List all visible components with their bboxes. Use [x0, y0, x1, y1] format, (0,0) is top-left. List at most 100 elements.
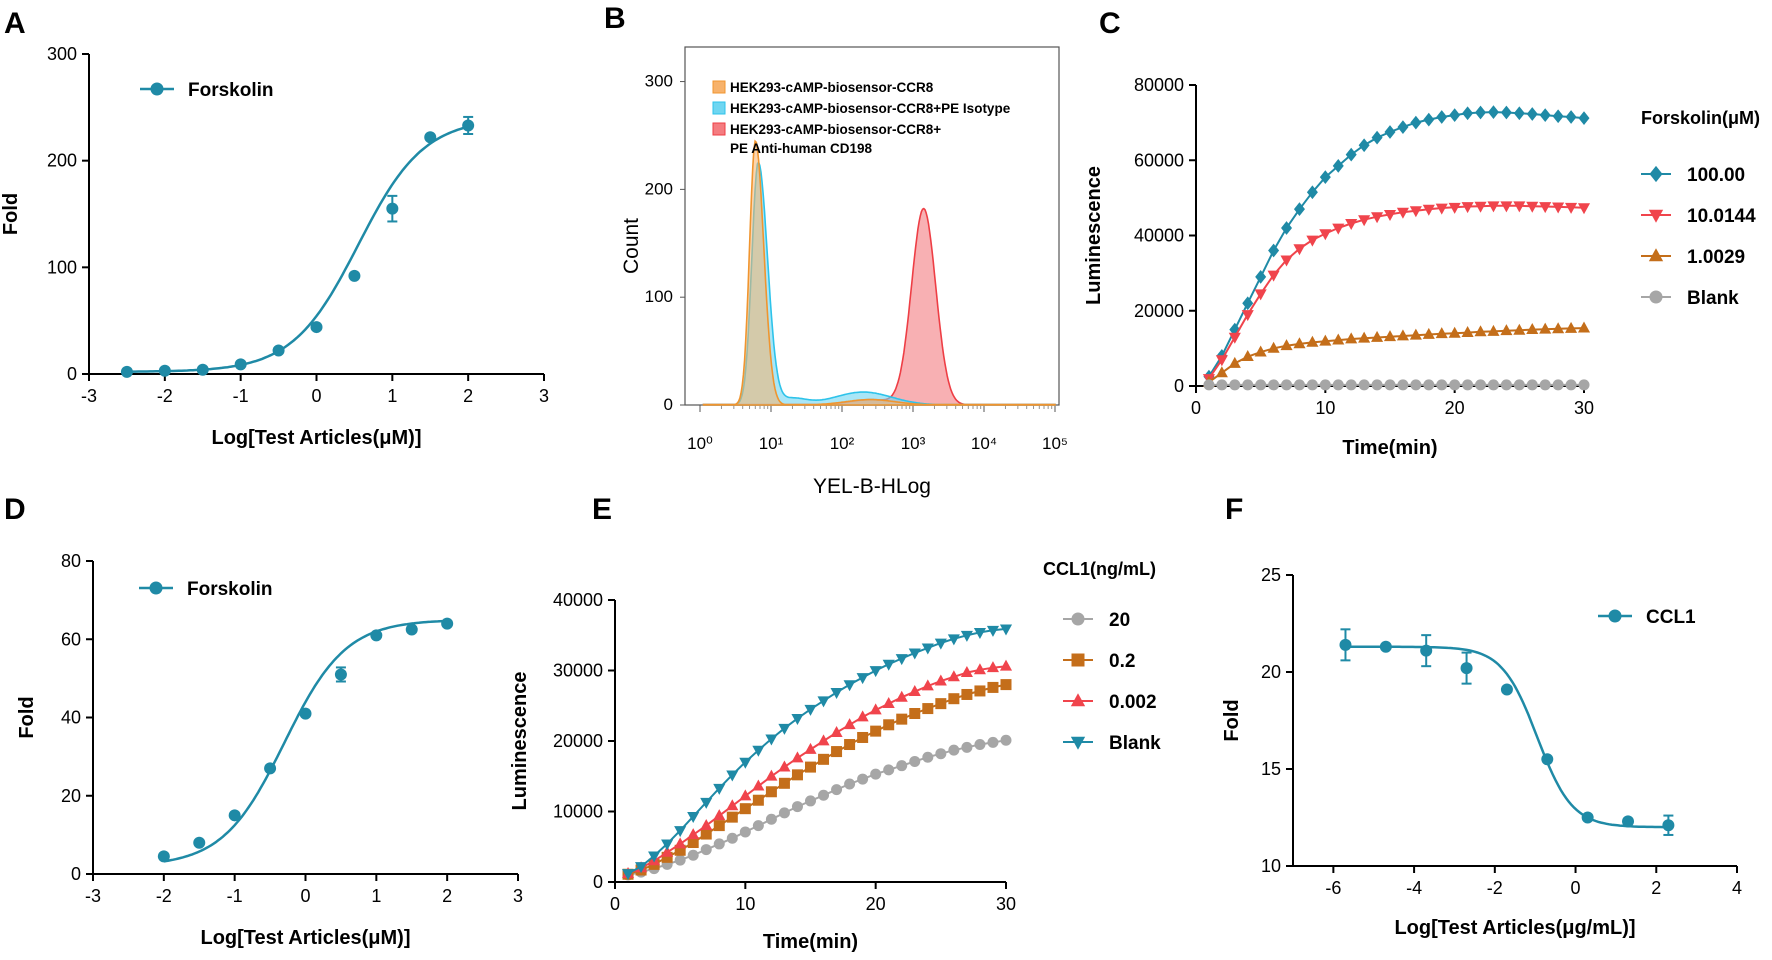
data-point	[674, 854, 686, 866]
data-point	[1358, 379, 1370, 391]
y-tick-label: 200	[47, 151, 77, 171]
data-point	[1526, 107, 1538, 121]
data-point	[1513, 106, 1525, 121]
data-point	[299, 707, 312, 720]
y-tick-label: 40	[61, 708, 81, 728]
data-point	[1513, 323, 1526, 335]
data-point	[804, 704, 817, 716]
data-point	[818, 753, 830, 765]
data-point	[778, 760, 791, 772]
panel-e: E 0 10 20 30 0 10000 20000 30000 40000 Time(min) Lu…	[509, 493, 1161, 953]
data-point	[1449, 379, 1461, 391]
data-point	[1345, 147, 1357, 162]
y-tick-label: 0	[664, 395, 673, 414]
data-point	[1410, 115, 1422, 130]
data-point	[726, 770, 739, 782]
x-tick-label: 10	[1315, 398, 1335, 418]
data-point	[1293, 337, 1306, 349]
data-point	[765, 786, 777, 798]
data-point	[1241, 310, 1254, 322]
data-point	[1526, 322, 1539, 334]
legend-swatch	[712, 101, 726, 115]
x-tick-label: -2	[156, 886, 172, 906]
data-point	[739, 757, 752, 769]
x-tick-label: 1	[387, 386, 397, 406]
y-axis-title: Fold	[1221, 699, 1243, 741]
data-point	[961, 688, 973, 700]
legend-label: 0.2	[1109, 651, 1135, 672]
data-point	[947, 634, 960, 646]
x-axis-title: Time(min)	[763, 931, 858, 953]
data-point	[661, 851, 673, 863]
data-point	[844, 739, 856, 751]
legend-label: CCL1	[1646, 607, 1696, 628]
data-point	[739, 803, 751, 815]
data-point	[158, 364, 171, 377]
data-point	[1319, 229, 1332, 241]
data-point	[1500, 683, 1513, 696]
data-point	[830, 687, 843, 699]
data-point	[1371, 330, 1384, 342]
data-point	[1487, 379, 1499, 391]
data-point	[856, 673, 869, 685]
data-point	[713, 838, 725, 850]
x-tick-label: -4	[1406, 878, 1422, 898]
data-point	[831, 746, 843, 758]
data-point	[818, 789, 830, 801]
data-point	[1420, 644, 1433, 657]
data-point	[1358, 215, 1371, 227]
data-point	[1500, 201, 1513, 213]
histogram-1	[702, 139, 1056, 406]
data-point	[1539, 379, 1551, 391]
data-point	[752, 745, 765, 757]
data-point	[1581, 811, 1594, 824]
x-tick-label: 2	[1651, 878, 1661, 898]
data-point	[1242, 296, 1254, 311]
panel-c: C 0 10 20 30 0 20000 40000 60000 80000 Time(min) Lu…	[1083, 7, 1760, 459]
data-point	[909, 755, 921, 767]
x-tick-label: 20	[1445, 398, 1465, 418]
data-point	[1526, 201, 1539, 213]
data-point	[424, 131, 437, 144]
data-point	[1552, 109, 1564, 124]
data-point	[883, 764, 895, 776]
legend-label: 100.00	[1687, 165, 1745, 186]
data-point	[856, 710, 869, 722]
fit-curve	[163, 619, 448, 863]
panel-b: B 0 100 200 300 10⁰ 10¹ 10² 10³ 10⁴ 10⁵ YEL-B-HLog C…	[604, 2, 1068, 498]
x-tick-label: 3	[539, 386, 549, 406]
data-point	[1371, 212, 1384, 224]
data-point	[987, 736, 999, 748]
data-point	[1281, 379, 1293, 391]
data-point	[843, 718, 856, 730]
data-point	[1475, 379, 1487, 391]
data-point	[1552, 202, 1565, 214]
data-point	[726, 832, 738, 844]
data-point	[1241, 350, 1254, 362]
data-point	[1345, 379, 1357, 391]
x-axis-title: Time(min)	[1342, 437, 1437, 459]
data-point	[974, 685, 986, 697]
data-point	[934, 674, 947, 686]
legend-marker	[1608, 609, 1622, 623]
legend-marker	[1648, 209, 1664, 223]
data-point	[1358, 331, 1371, 343]
data-point	[1462, 379, 1474, 391]
legend-label: Blank	[1687, 288, 1739, 309]
y-tick-label: 300	[47, 44, 77, 64]
data-point	[1539, 108, 1551, 122]
x-tick-label: -1	[227, 886, 243, 906]
data-point	[831, 784, 843, 796]
legend-marker	[1070, 736, 1086, 750]
data-point	[405, 623, 418, 636]
data-point	[960, 630, 973, 642]
data-point	[635, 862, 648, 874]
data-point	[687, 828, 700, 840]
data-point	[986, 625, 1000, 637]
panel-d: D -3 -2 -1 0 1 2 3 0 20 40 60 80 Log[Test Articles(μM…	[4, 493, 523, 949]
data-point	[1384, 125, 1396, 139]
data-point	[1281, 221, 1293, 235]
data-point	[999, 659, 1013, 671]
data-point	[1409, 206, 1422, 218]
data-point	[1422, 327, 1435, 339]
